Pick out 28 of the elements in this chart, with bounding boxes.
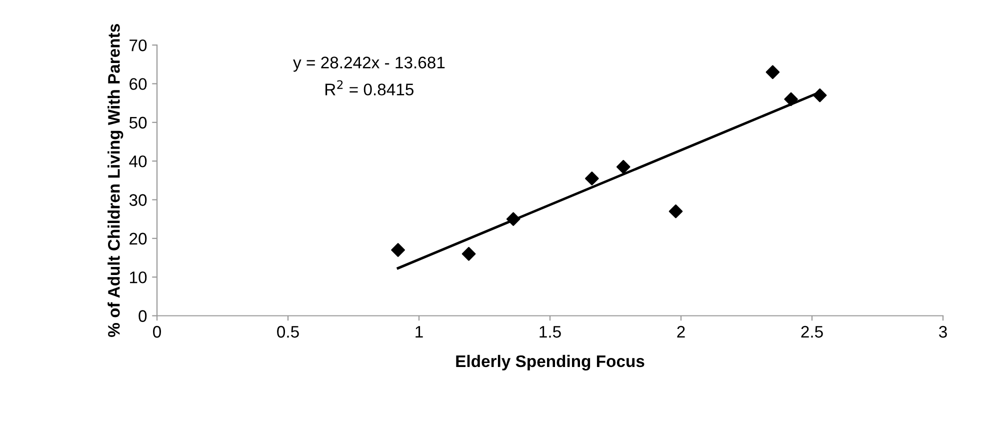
x-axis-title: Elderly Spending Focus [456,354,644,371]
point [506,212,520,226]
y-axis-title: % of Adult Children Living With Parents [108,24,124,337]
y-tick-label: 10 [130,271,147,284]
y-tick-label: 40 [129,155,147,168]
y-tick-label: 0 [138,310,147,322]
y-tick-label: 50 [129,116,147,129]
point [766,65,780,80]
y-tick-label: 60 [130,78,147,90]
x-tick-label: 2 [677,326,685,338]
x-tick-label: 3 [939,326,947,338]
point [585,172,599,186]
annotation: R$^{2}$ = 0.8415 [326,80,414,96]
point [391,243,405,257]
x-tick-label: 0.5 [277,326,299,338]
point [462,246,476,261]
y-tick-label: 30 [129,194,147,206]
point [784,92,798,106]
x-tick-label: 0 [153,326,161,338]
x-tick-label: 1 [416,326,423,338]
x-tick-label: 1.5 [540,326,561,338]
point [616,160,630,174]
x-tick-label: 2.5 [801,326,823,338]
y-tick-label: 70 [130,39,147,52]
point [668,204,683,218]
y-tick-label: 20 [130,232,147,245]
point [812,88,827,102]
annotation: y = 28.242x - 13.681 [293,56,445,72]
